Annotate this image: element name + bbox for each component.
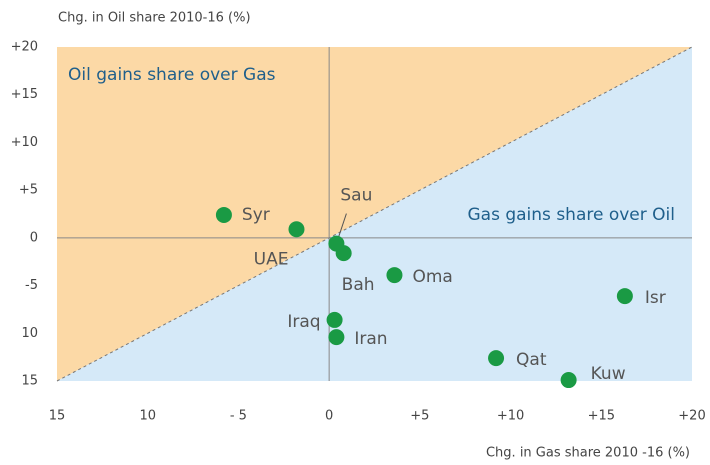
point xyxy=(335,245,352,262)
y-tick-label: +20 xyxy=(11,40,38,55)
x-tick-label: - 5 xyxy=(230,409,247,424)
y-tick-label: +10 xyxy=(11,135,38,150)
y-tick-label: +15 xyxy=(11,87,38,102)
point xyxy=(488,350,505,367)
y-tick-label: 15 xyxy=(21,374,38,389)
x-tick-label: +20 xyxy=(678,409,705,424)
point xyxy=(616,288,633,305)
y-tick-label: +5 xyxy=(19,183,38,198)
point xyxy=(560,372,577,389)
leader-line xyxy=(337,213,347,238)
point-label: Bah xyxy=(342,275,375,295)
point-label: UAE xyxy=(254,249,289,269)
point-label: Oma xyxy=(412,267,452,287)
x-tick-label: 0 xyxy=(325,409,333,424)
point-label: Isr xyxy=(645,288,666,308)
point-label: Iran xyxy=(354,329,387,349)
x-tick-label: +10 xyxy=(497,409,524,424)
point-label: Syr xyxy=(242,205,270,225)
x-tick-label: 15 xyxy=(49,409,66,424)
y-tick-label: -5 xyxy=(25,278,38,293)
point xyxy=(326,311,343,328)
point xyxy=(215,206,232,223)
point-label: Qat xyxy=(516,350,547,370)
point xyxy=(386,267,403,284)
point xyxy=(328,329,345,346)
region-gas xyxy=(57,47,692,381)
x-tick-label: 10 xyxy=(139,409,156,424)
x-axis-label: Chg. in Gas share 2010 -16 (%) xyxy=(486,446,690,461)
y-tick-label: 10 xyxy=(21,326,38,341)
point-label: Iraq xyxy=(287,312,320,332)
point-label: Kuw xyxy=(591,364,626,384)
point-label: Sau xyxy=(340,186,372,206)
region-label: Oil gains share over Gas xyxy=(68,65,276,85)
x-tick-label: +5 xyxy=(410,409,429,424)
x-tick-label: +15 xyxy=(588,409,615,424)
y-axis-label: Chg. in Oil share 2010-16 (%) xyxy=(58,11,251,26)
region-label: Gas gains share over Oil xyxy=(468,205,676,225)
y-tick-label: 0 xyxy=(30,230,38,245)
point xyxy=(288,221,305,238)
